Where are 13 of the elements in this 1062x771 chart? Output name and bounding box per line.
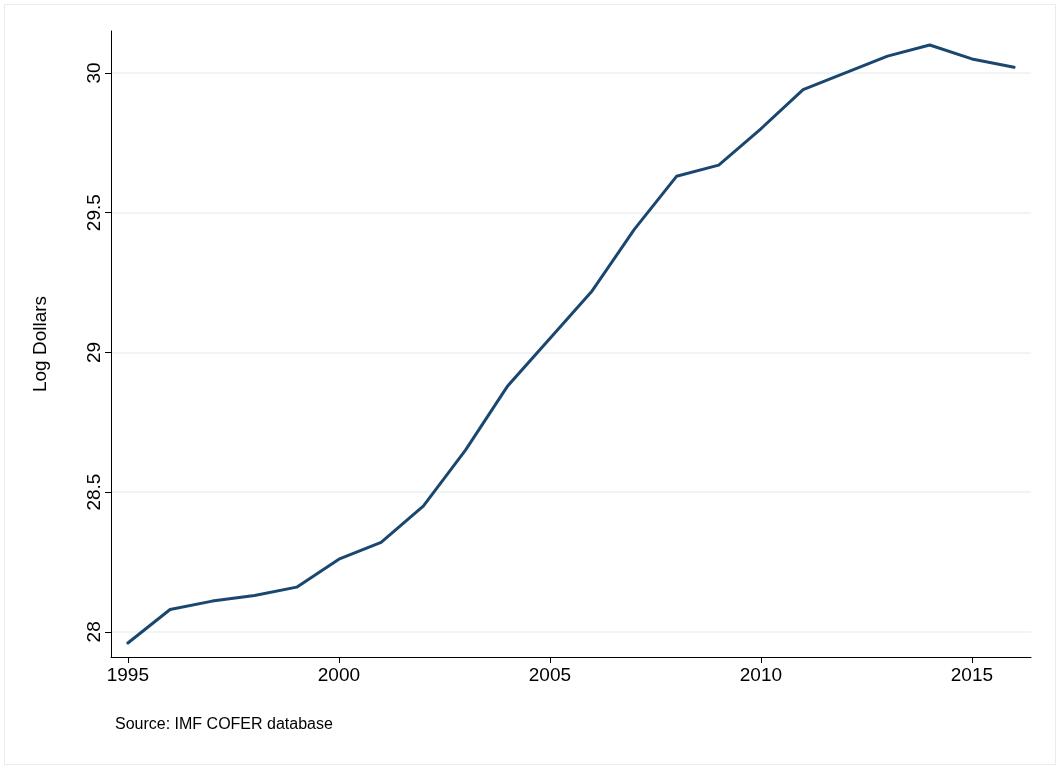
y-tick-label: 28 — [83, 621, 104, 643]
x-tick-label: 1995 — [106, 664, 150, 685]
y-tick-label: 29.5 — [83, 194, 104, 232]
x-tick-label: 2000 — [317, 664, 361, 685]
y-axis-title: Log Dollars — [29, 295, 50, 393]
source-note: Source: IMF COFER database — [115, 714, 333, 732]
line-series — [126, 43, 1016, 645]
x-tick-label: 2010 — [739, 664, 783, 685]
x-tick-label: 2005 — [528, 664, 572, 685]
y-tick-label: 29 — [83, 341, 104, 363]
y-tick-label: 30 — [83, 62, 104, 84]
x-tick-label: 2015 — [950, 664, 994, 685]
y-tick-label: 28.5 — [83, 473, 104, 511]
